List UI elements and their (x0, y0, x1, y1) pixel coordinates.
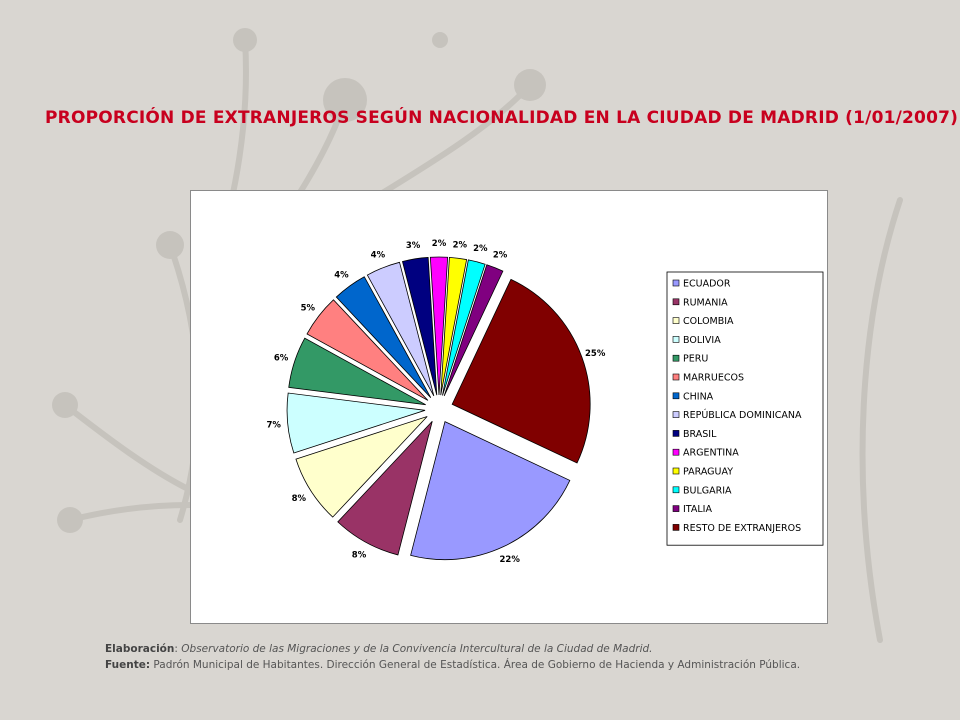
legend-label-peru: PERU (683, 354, 708, 365)
legend-label-marruecos: MARRUECOS (683, 373, 744, 384)
legend-swatch-china (672, 392, 680, 400)
legend-label-colombia: COLOMBIA (683, 316, 734, 327)
pie-slice-resto-de-extranjeros (451, 278, 591, 464)
legend-label-republica-dominicana: REPÚBLICA DOMINICANA (683, 409, 802, 421)
pie-labels: 25% 22% 8% 8% 7% 6% 5% 4% 4% 3% 2% 2% 2% 2% (267, 239, 606, 565)
legend-swatch-ecuador (672, 279, 680, 287)
elaboracion-label: Elaboración (105, 643, 175, 655)
pie-slice-argentina (429, 256, 449, 396)
slice-label-brasil: 3% (406, 241, 421, 251)
pie-chart: 25% 22% 8% 8% 7% 6% 5% 4% 4% 3% 2% 2% 2% 2% ECUADOR RU… (267, 239, 824, 565)
legend-swatch-italia (672, 505, 680, 512)
slice-label-bolivia: 7% (267, 421, 282, 431)
chart-legend: ECUADOR RUMANIA COLOMBIA BOLIVIA PERU MARRUEC… (666, 271, 824, 546)
pie-slice-italia (443, 264, 504, 397)
pie-slice-peru (288, 337, 426, 406)
legend-label-bulgaria: BULGARIA (683, 485, 732, 496)
legend-swatch-brasil (672, 430, 680, 437)
elaboracion-separator: : (174, 643, 182, 655)
legend-label-argentina: ARGENTINA (683, 448, 739, 459)
elaboracion-text: Observatorio de las Migraciones y de la … (181, 643, 653, 655)
slice-label-peru: 6% (274, 354, 289, 364)
slice-label-marruecos: 5% (301, 303, 316, 313)
fuente-text: Padrón Municipal de Habitantes. Direcció… (150, 659, 801, 671)
legend-swatch-argentina (672, 448, 680, 456)
legend-swatch-paraguay (672, 467, 680, 475)
legend-swatch-resto-de-extranjeros (672, 524, 680, 531)
legend-swatch-marruecos (672, 373, 680, 381)
slice-label-republica-dominicana: 4% (371, 251, 386, 261)
slice-label-resto-de-extranjeros: 25% (585, 349, 606, 359)
legend-label-bolivia: BOLIVIA (683, 335, 721, 346)
legend-label-paraguay: PARAGUAY (683, 467, 733, 478)
legend-label-brasil: BRASIL (683, 429, 717, 440)
slice-label-china: 4% (334, 271, 349, 281)
legend-swatch-colombia (672, 317, 680, 324)
legend-swatch-rumania (672, 298, 680, 306)
legend-swatch-bolivia (672, 336, 680, 343)
chart-frame: 25% 22% 8% 8% 7% 6% 5% 4% 4% 3% 2% 2% 2% 2% ECUADOR RU… (190, 190, 828, 624)
legend-swatch-peru (672, 354, 680, 362)
legend-label-rumania: RUMANIA (683, 297, 728, 308)
footer-fuente: Fuente: Padrón Municipal de Habitantes. … (105, 657, 935, 673)
pie-slice-rumania (337, 420, 433, 556)
slice-label-italia: 2% (493, 251, 508, 261)
slice-label-ecuador: 22% (499, 555, 520, 565)
legend-label-italia: ITALIA (683, 504, 712, 515)
pie-slice-bolivia (286, 392, 426, 454)
slice-label-argentina: 2% (432, 239, 447, 249)
legend-label-ecuador: ECUADOR (683, 279, 731, 290)
slice-label-colombia: 8% (292, 494, 307, 504)
pie-slice-marruecos (306, 299, 429, 401)
pie-slice-bulgaria (442, 259, 486, 396)
footer: Elaboración: Observatorio de las Migraci… (105, 641, 935, 673)
pie-slice-republica-dominicana (366, 261, 435, 397)
pie-slice-brasil (402, 257, 438, 396)
legend-label-china: CHINA (683, 391, 714, 402)
pie-slice-ecuador (410, 421, 571, 561)
pie-slice-china (335, 276, 432, 398)
pie-slice-colombia (295, 416, 428, 518)
slice-label-bulgaria: 2% (473, 244, 488, 254)
legend-label-resto-de-extranjeros: RESTO DE EXTRANJEROS (683, 523, 801, 534)
fuente-label: Fuente: (105, 659, 151, 671)
slice-label-rumania: 8% (352, 550, 367, 560)
legend-swatch-bulgaria (672, 486, 680, 494)
footer-elaboracion: Elaboración: Observatorio de las Migraci… (105, 641, 935, 657)
pie-slice-paraguay (440, 256, 468, 396)
page-title: PROPORCIÓN DE EXTRANJEROS SEGÚN NACIONAL… (45, 108, 959, 128)
slice-label-paraguay: 2% (453, 240, 468, 250)
legend-swatch-republica-dominicana (672, 411, 680, 418)
legend-box (666, 271, 824, 546)
pie-slices (286, 256, 591, 561)
